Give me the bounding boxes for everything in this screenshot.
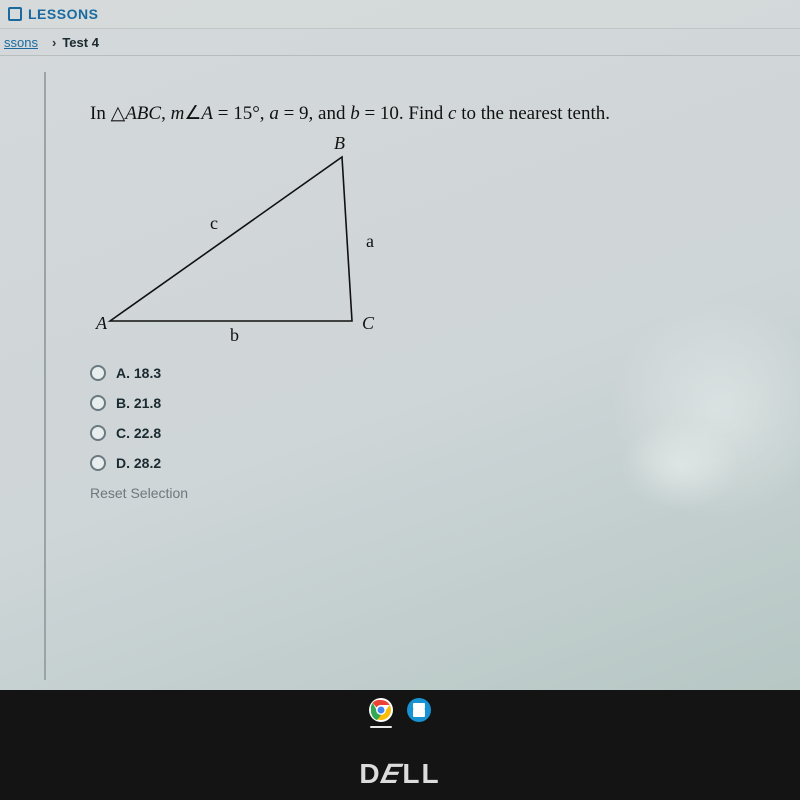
reset-selection[interactable]: Reset Selection	[90, 485, 766, 501]
chevron-right-icon: ›	[52, 35, 56, 50]
q-mid1: ,	[161, 103, 171, 124]
triangle-symbol: △	[111, 103, 126, 124]
side-c: c	[210, 213, 218, 234]
answer-choices: A. 18.3 B. 21.8 C. 22.8 D. 28.2	[90, 365, 766, 471]
radio-icon[interactable]	[90, 365, 106, 381]
angle-symbol: ∠	[184, 103, 201, 124]
active-app-indicator	[370, 726, 392, 728]
eq2: = 9, and	[279, 103, 350, 124]
lessons-tab-title[interactable]: LESSONS	[28, 6, 98, 22]
triangle-name: ABC	[125, 103, 161, 124]
a-var: a	[269, 103, 279, 124]
triangle-diagram: A B C c a b	[90, 131, 430, 351]
taskbar	[0, 694, 800, 726]
choice-C[interactable]: C. 22.8	[90, 425, 766, 441]
breadcrumb-current: Test 4	[62, 35, 99, 50]
logo-l2: L	[421, 758, 440, 789]
choice-D[interactable]: D. 28.2	[90, 455, 766, 471]
vertex-B: B	[334, 133, 345, 154]
eq1: = 15°,	[213, 103, 269, 124]
question-panel: In △ABC, m∠A = 15°, a = 9, and b = 10. F…	[44, 72, 790, 680]
eq3: = 10. Find	[360, 103, 448, 124]
choice-label: C. 22.8	[116, 425, 161, 441]
q-suffix: to the nearest tenth.	[456, 103, 610, 124]
lesson-screen: LESSONS ssons › Test 4 In △ABC, m∠A = 15…	[0, 0, 800, 690]
m-var: m	[171, 103, 185, 124]
q-prefix: In	[90, 103, 111, 124]
choice-A[interactable]: A. 18.3	[90, 365, 766, 381]
lessons-tab-icon	[8, 7, 22, 21]
b-var: b	[350, 103, 360, 124]
triangle-svg	[90, 131, 430, 351]
vertex-A: A	[96, 313, 107, 334]
choice-B[interactable]: B. 21.8	[90, 395, 766, 411]
choice-label: B. 21.8	[116, 395, 161, 411]
laptop-bezel: DELL	[0, 690, 800, 800]
breadcrumb: ssons › Test 4	[0, 28, 800, 56]
radio-icon[interactable]	[90, 395, 106, 411]
vertex-C: C	[362, 313, 374, 334]
side-a: a	[366, 231, 374, 252]
question-text: In △ABC, m∠A = 15°, a = 9, and b = 10. F…	[90, 102, 766, 125]
A-var: A	[201, 103, 213, 124]
side-b: b	[230, 325, 239, 346]
chrome-icon[interactable]	[369, 698, 393, 722]
choice-label: A. 18.3	[116, 365, 161, 381]
tab-bar: LESSONS	[0, 0, 800, 28]
breadcrumb-link[interactable]: ssons	[4, 35, 38, 50]
dell-logo: DELL	[0, 758, 800, 790]
radio-icon[interactable]	[90, 455, 106, 471]
radio-icon[interactable]	[90, 425, 106, 441]
files-icon[interactable]	[407, 698, 431, 722]
choice-label: D. 28.2	[116, 455, 161, 471]
